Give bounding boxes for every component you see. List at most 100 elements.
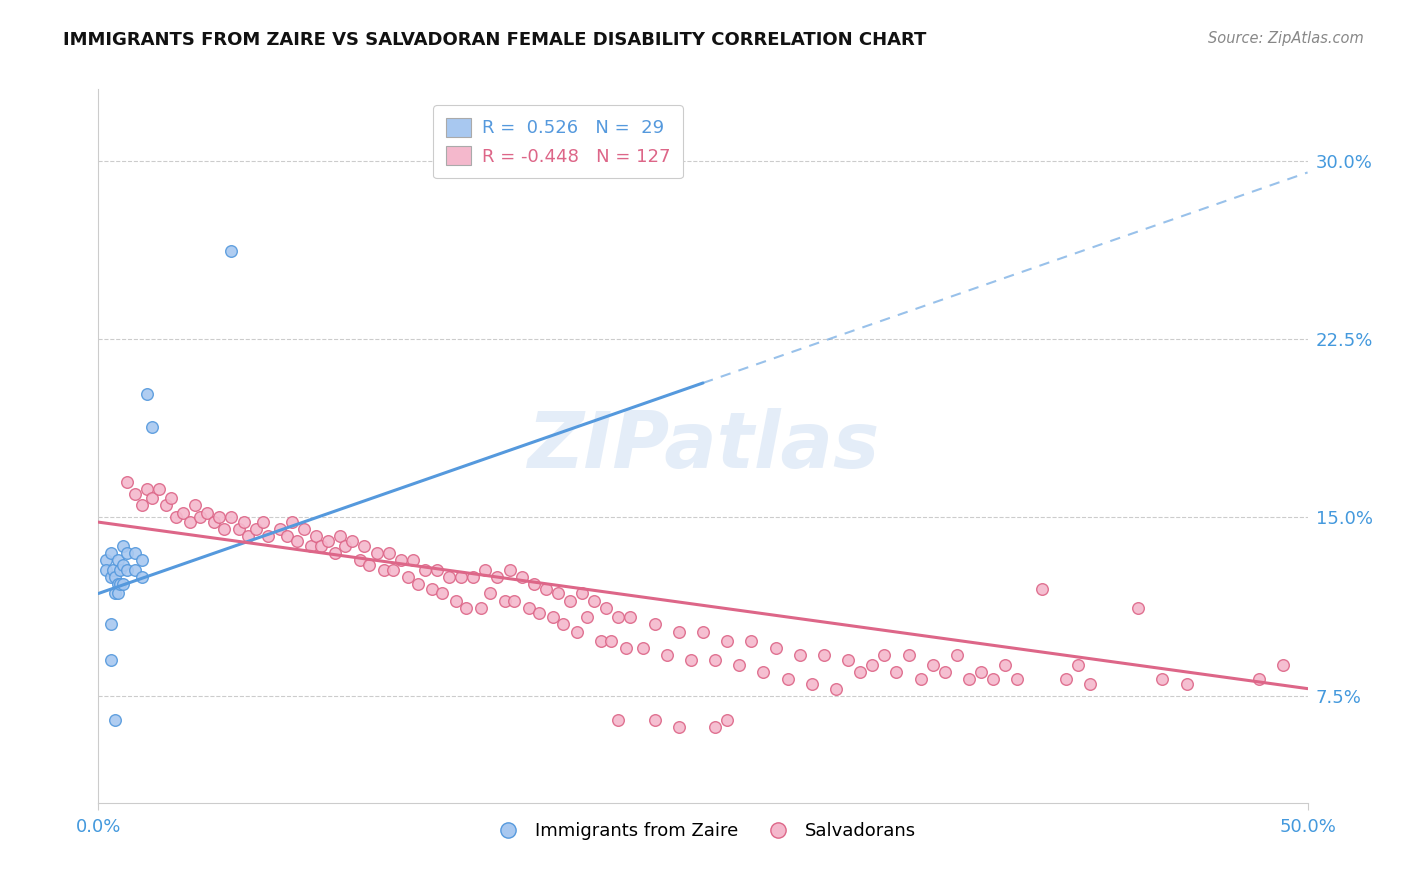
Point <box>389 553 412 567</box>
Point <box>94 553 117 567</box>
Point <box>523 577 546 591</box>
Point <box>1128 600 1150 615</box>
Point <box>281 515 304 529</box>
Point <box>668 720 690 734</box>
Point <box>276 529 298 543</box>
Point <box>575 610 598 624</box>
Point <box>212 522 235 536</box>
Point <box>402 553 425 567</box>
Point <box>111 539 134 553</box>
Point <box>837 653 859 667</box>
Point <box>107 577 129 591</box>
Point <box>897 648 920 663</box>
Point <box>208 510 231 524</box>
Point <box>111 577 134 591</box>
Point <box>299 539 322 553</box>
Point <box>498 563 520 577</box>
Point <box>567 624 589 639</box>
Point <box>800 677 823 691</box>
Point <box>333 539 356 553</box>
Point <box>420 582 443 596</box>
Point <box>108 577 131 591</box>
Point <box>100 546 122 560</box>
Point <box>228 522 250 536</box>
Point <box>1031 582 1053 596</box>
Point <box>692 624 714 639</box>
Text: ZIPatlas: ZIPatlas <box>527 408 879 484</box>
Point <box>184 499 207 513</box>
Point <box>245 522 267 536</box>
Point <box>252 515 274 529</box>
Point <box>752 665 775 679</box>
Point <box>644 617 666 632</box>
Point <box>934 665 956 679</box>
Point <box>679 653 702 667</box>
Point <box>94 563 117 577</box>
Point <box>825 681 848 696</box>
Point <box>256 529 278 543</box>
Point <box>221 510 243 524</box>
Point <box>155 499 177 513</box>
Point <box>921 657 943 672</box>
Point <box>269 522 291 536</box>
Point <box>474 563 496 577</box>
Text: Source: ZipAtlas.com: Source: ZipAtlas.com <box>1208 31 1364 46</box>
Point <box>107 553 129 567</box>
Point <box>957 672 980 686</box>
Point <box>131 570 153 584</box>
Point <box>450 570 472 584</box>
Point <box>716 713 738 727</box>
Point <box>534 582 557 596</box>
Point <box>117 563 139 577</box>
Point <box>188 510 211 524</box>
Point <box>716 634 738 648</box>
Point <box>479 586 502 600</box>
Point <box>195 506 218 520</box>
Text: IMMIGRANTS FROM ZAIRE VS SALVADORAN FEMALE DISABILITY CORRELATION CHART: IMMIGRANTS FROM ZAIRE VS SALVADORAN FEMA… <box>63 31 927 49</box>
Point <box>100 653 122 667</box>
Point <box>172 506 194 520</box>
Point <box>631 641 654 656</box>
Point <box>558 593 581 607</box>
Point <box>1152 672 1174 686</box>
Point <box>607 713 630 727</box>
Point <box>873 648 896 663</box>
Point <box>135 482 157 496</box>
Point <box>117 546 139 560</box>
Point <box>430 586 453 600</box>
Point <box>100 617 122 632</box>
Point <box>668 624 690 639</box>
Point <box>160 491 183 506</box>
Point <box>111 558 134 572</box>
Point <box>571 586 593 600</box>
Point <box>353 539 375 553</box>
Point <box>100 570 122 584</box>
Point <box>910 672 932 686</box>
Point <box>124 486 146 500</box>
Point <box>316 534 339 549</box>
Point <box>704 720 727 734</box>
Point <box>470 600 492 615</box>
Point <box>547 586 569 600</box>
Point <box>232 515 254 529</box>
Point <box>503 593 526 607</box>
Point <box>1175 677 1198 691</box>
Point <box>238 529 260 543</box>
Point <box>107 586 129 600</box>
Point <box>104 570 127 584</box>
Point <box>101 563 124 577</box>
Point <box>413 563 436 577</box>
Point <box>655 648 678 663</box>
Point <box>437 570 460 584</box>
Point <box>1078 677 1101 691</box>
Point <box>204 515 226 529</box>
Point <box>446 593 468 607</box>
Point <box>406 577 429 591</box>
Point <box>644 713 666 727</box>
Point <box>849 665 872 679</box>
Point <box>179 515 201 529</box>
Point <box>165 510 187 524</box>
Point <box>789 648 811 663</box>
Point <box>292 522 315 536</box>
Point <box>454 600 477 615</box>
